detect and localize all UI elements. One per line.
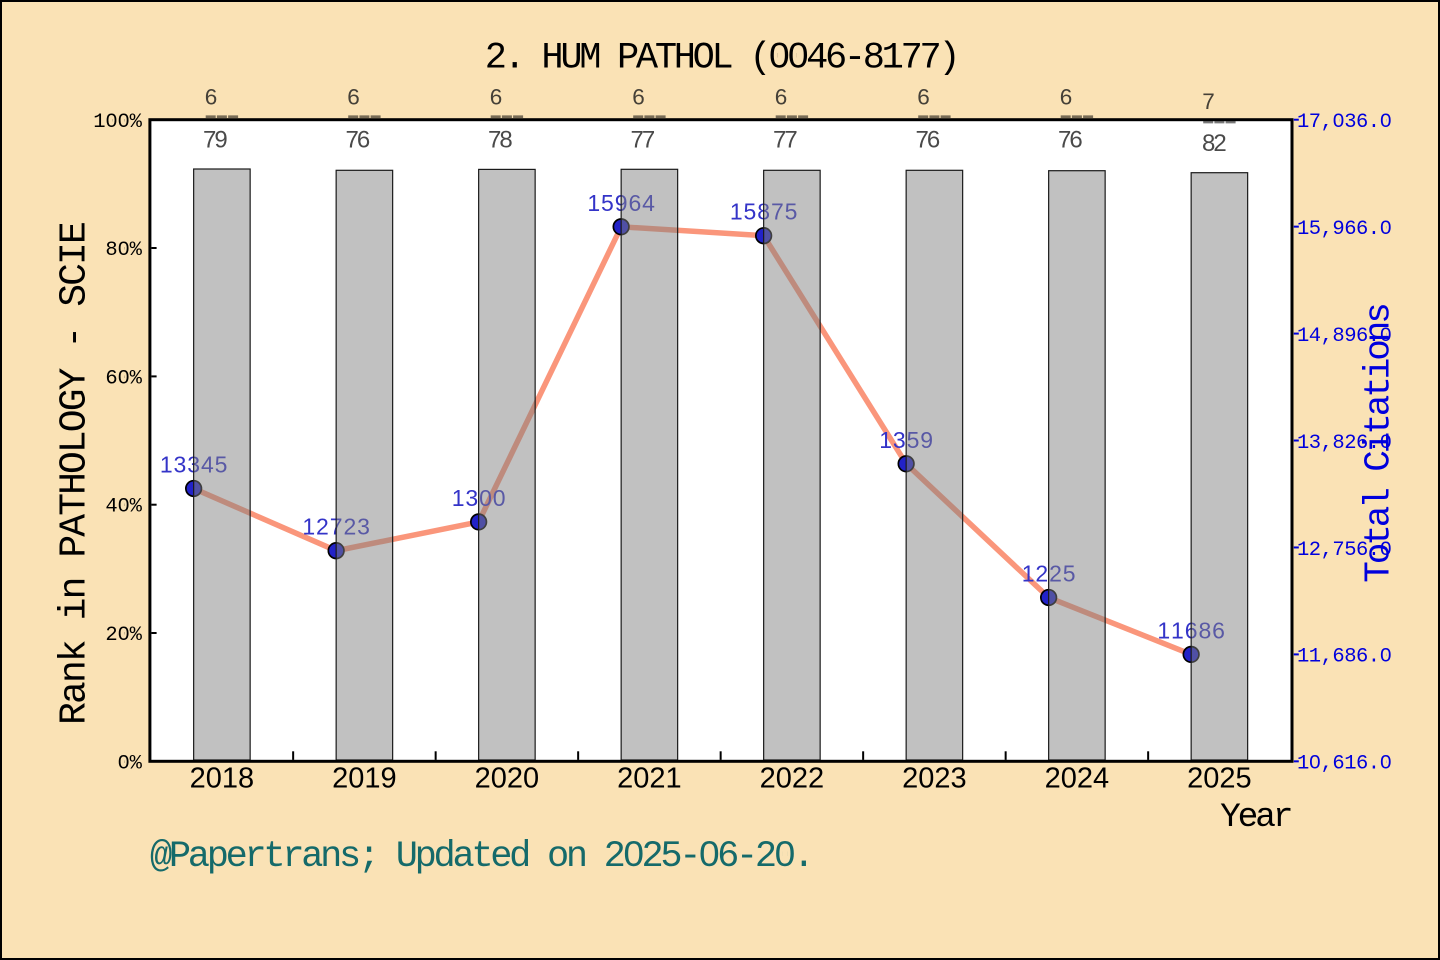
svg-text:2020: 2020 bbox=[475, 763, 540, 795]
svg-text:Year: Year bbox=[1220, 798, 1291, 837]
svg-text:11,686.0: 11,686.0 bbox=[1297, 646, 1392, 669]
svg-text:10,616.0: 10,616.0 bbox=[1297, 753, 1392, 776]
svg-text:40%: 40% bbox=[105, 496, 142, 519]
svg-text:80%: 80% bbox=[105, 239, 142, 262]
svg-text:6: 6 bbox=[490, 84, 503, 109]
svg-text:0%: 0% bbox=[117, 752, 142, 775]
svg-text:2025: 2025 bbox=[1187, 763, 1252, 795]
svg-text:76: 76 bbox=[916, 126, 940, 153]
svg-text:@Papertrans; Updated on 2025-0: @Papertrans; Updated on 2025-06-20. bbox=[150, 836, 812, 878]
svg-text:13,826.0: 13,826.0 bbox=[1297, 432, 1392, 455]
svg-text:6: 6 bbox=[1060, 84, 1073, 109]
svg-text:2023: 2023 bbox=[902, 763, 967, 795]
svg-text:2022: 2022 bbox=[760, 763, 825, 795]
svg-text:100%: 100% bbox=[93, 111, 142, 134]
svg-text:2019: 2019 bbox=[332, 763, 397, 795]
svg-text:76: 76 bbox=[346, 126, 370, 153]
svg-text:6: 6 bbox=[632, 84, 645, 109]
svg-text:60%: 60% bbox=[105, 367, 142, 390]
svg-text:82: 82 bbox=[1202, 130, 1226, 157]
svg-text:2021: 2021 bbox=[617, 763, 682, 795]
svg-text:2024: 2024 bbox=[1045, 763, 1110, 795]
svg-text:Rank in PATHOLOGY - SCIE: Rank in PATHOLOGY - SCIE bbox=[54, 223, 97, 725]
svg-text:6: 6 bbox=[917, 84, 930, 109]
svg-text:2. HUM PATHOL (0046-8177): 2. HUM PATHOL (0046-8177) bbox=[485, 38, 958, 80]
svg-text:7: 7 bbox=[1202, 89, 1215, 114]
svg-text:14,896.0: 14,896.0 bbox=[1297, 325, 1392, 348]
svg-text:Total Citations: Total Citations bbox=[1359, 305, 1400, 583]
svg-text:12,756.0: 12,756.0 bbox=[1297, 539, 1392, 562]
svg-text:77: 77 bbox=[631, 126, 655, 153]
svg-text:17,036.0: 17,036.0 bbox=[1297, 111, 1392, 134]
svg-text:2018: 2018 bbox=[190, 763, 255, 795]
svg-text:15,966.0: 15,966.0 bbox=[1297, 218, 1392, 241]
svg-text:6: 6 bbox=[775, 84, 788, 109]
svg-text:6: 6 bbox=[205, 84, 218, 109]
svg-text:20%: 20% bbox=[105, 624, 142, 647]
svg-text:77: 77 bbox=[773, 126, 797, 153]
svg-text:79: 79 bbox=[203, 126, 227, 153]
svg-text:78: 78 bbox=[488, 126, 512, 153]
svg-text:76: 76 bbox=[1058, 126, 1082, 153]
svg-text:6: 6 bbox=[347, 84, 360, 109]
